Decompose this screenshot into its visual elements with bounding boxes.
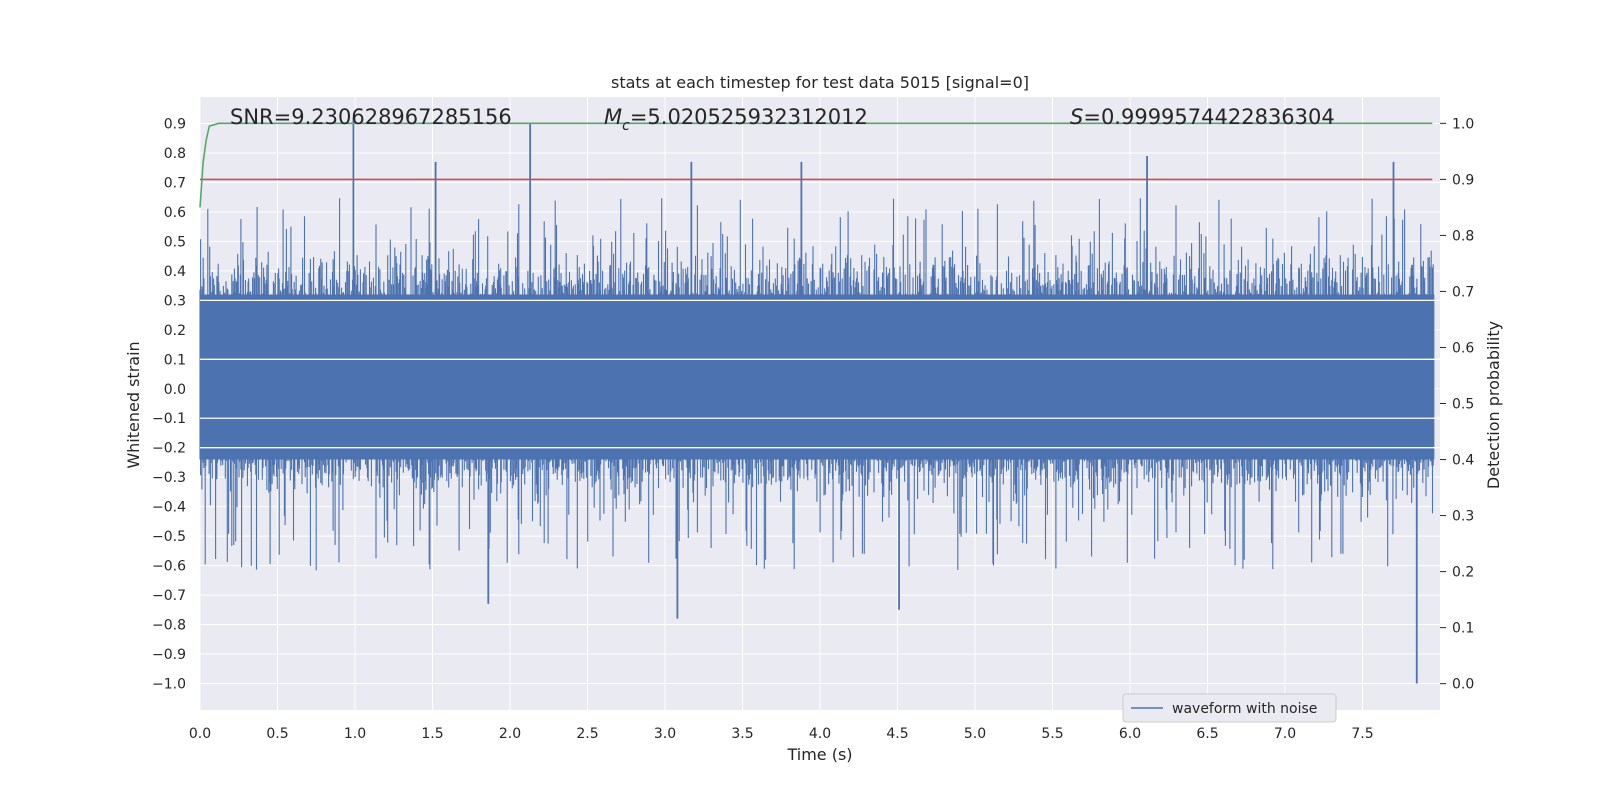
y-tick-label: 0.4 [164, 264, 186, 280]
x-tick-label: 0.5 [266, 726, 288, 742]
y2-axis-label: Detection probability [1484, 321, 1503, 489]
snr-annotation: SNR=9.230628967285156 [230, 105, 512, 129]
detection-probability-line [199, 122, 1433, 208]
y-tick-label: 0.1 [164, 352, 186, 368]
y-tick-labels: 0.9 0.8 0.7 0.6 0.5 0.4 0.3 0.2 0.1 0.0 −0.1 −0.2 −0… [152, 117, 186, 693]
y2-tick-label: 0.0 [1452, 677, 1474, 693]
x-tick-label: 1.0 [344, 726, 366, 742]
y-tick-label: −0.8 [152, 618, 186, 634]
chart-title: stats at each timestep for test data 501… [611, 73, 1029, 92]
y2-tick-label: 0.1 [1452, 621, 1474, 637]
y2-tick-label: 0.6 [1452, 340, 1474, 356]
y2-tick-label: 0.2 [1452, 565, 1474, 581]
x-tick-label: 0.0 [189, 726, 211, 742]
y-tick-label: 0.5 [164, 234, 186, 250]
y2-tick-label: 0.5 [1452, 397, 1474, 413]
x-tick-label: 6.0 [1119, 726, 1141, 742]
y-tick-label: 0.9 [164, 117, 186, 133]
y2-tick-labels: 1.0 0.9 0.8 0.7 0.6 0.5 0.4 0.3 0.2 0.1 0.0 [1440, 116, 1474, 693]
x-tick-label: 5.0 [964, 726, 986, 742]
chirp-mass-annotation: Mc=5.020525932312012 [604, 105, 868, 134]
score-annotation: S=0.9999574422836304 [1070, 105, 1335, 129]
y2-tick-label: 0.4 [1452, 453, 1474, 469]
y2-tick-label: 0.3 [1452, 509, 1474, 525]
y2-tick-label: 0.8 [1452, 228, 1474, 244]
y-tick-label: 0.8 [164, 146, 186, 162]
x-tick-label: 2.5 [576, 726, 598, 742]
legend-box [1122, 693, 1337, 723]
y-tick-label: −0.2 [152, 441, 186, 457]
overlay-lines [199, 122, 1433, 208]
y-tick-label: −0.1 [152, 411, 186, 427]
y-tick-label: 0.3 [164, 293, 186, 309]
waveform-dense-band [200, 347, 1434, 404]
x-tick-label: 7.5 [1351, 726, 1373, 742]
y-tick-label: 0.6 [164, 205, 186, 221]
x-tick-label: 6.5 [1196, 726, 1218, 742]
y-tick-label: −0.3 [152, 470, 186, 486]
x-tick-label: 4.0 [809, 726, 831, 742]
x-tick-label: 3.5 [731, 726, 753, 742]
x-tick-label: 3.0 [654, 726, 676, 742]
y-tick-label: −0.9 [152, 647, 186, 663]
x-tick-label: 4.5 [886, 726, 908, 742]
waveform-series [199, 117, 1440, 684]
y2-tick-label: 0.7 [1452, 284, 1474, 300]
legend: waveform with noise [1122, 693, 1337, 723]
y-tick-label: −0.5 [152, 529, 186, 545]
y-tick-label: −0.6 [152, 559, 186, 575]
y2-tick-label: 1.0 [1452, 116, 1474, 132]
y-tick-label: 0.2 [164, 323, 186, 339]
x-tick-label: 5.5 [1041, 726, 1063, 742]
y2-tick-label: 0.9 [1452, 172, 1474, 188]
y-tick-label: 0.7 [164, 175, 186, 191]
y-tick-label: −0.4 [152, 500, 186, 516]
y-tick-label: −1.0 [152, 676, 186, 692]
x-tick-label: 7.0 [1274, 726, 1296, 742]
y-axis-label: Whitened strain [124, 341, 143, 468]
x-tick-labels: 0.0 0.5 1.0 1.5 2.0 2.5 3.0 3.5 4.0 4.5 5.0 5.5 6.0 6… [189, 726, 1374, 742]
x-tick-label: 2.0 [499, 726, 521, 742]
legend-label: waveform with noise [1172, 701, 1317, 717]
x-tick-label: 1.5 [421, 726, 443, 742]
y-tick-label: 0.0 [164, 382, 186, 398]
y-tick-label: −0.7 [152, 588, 186, 604]
x-axis-label: Time (s) [786, 745, 852, 764]
